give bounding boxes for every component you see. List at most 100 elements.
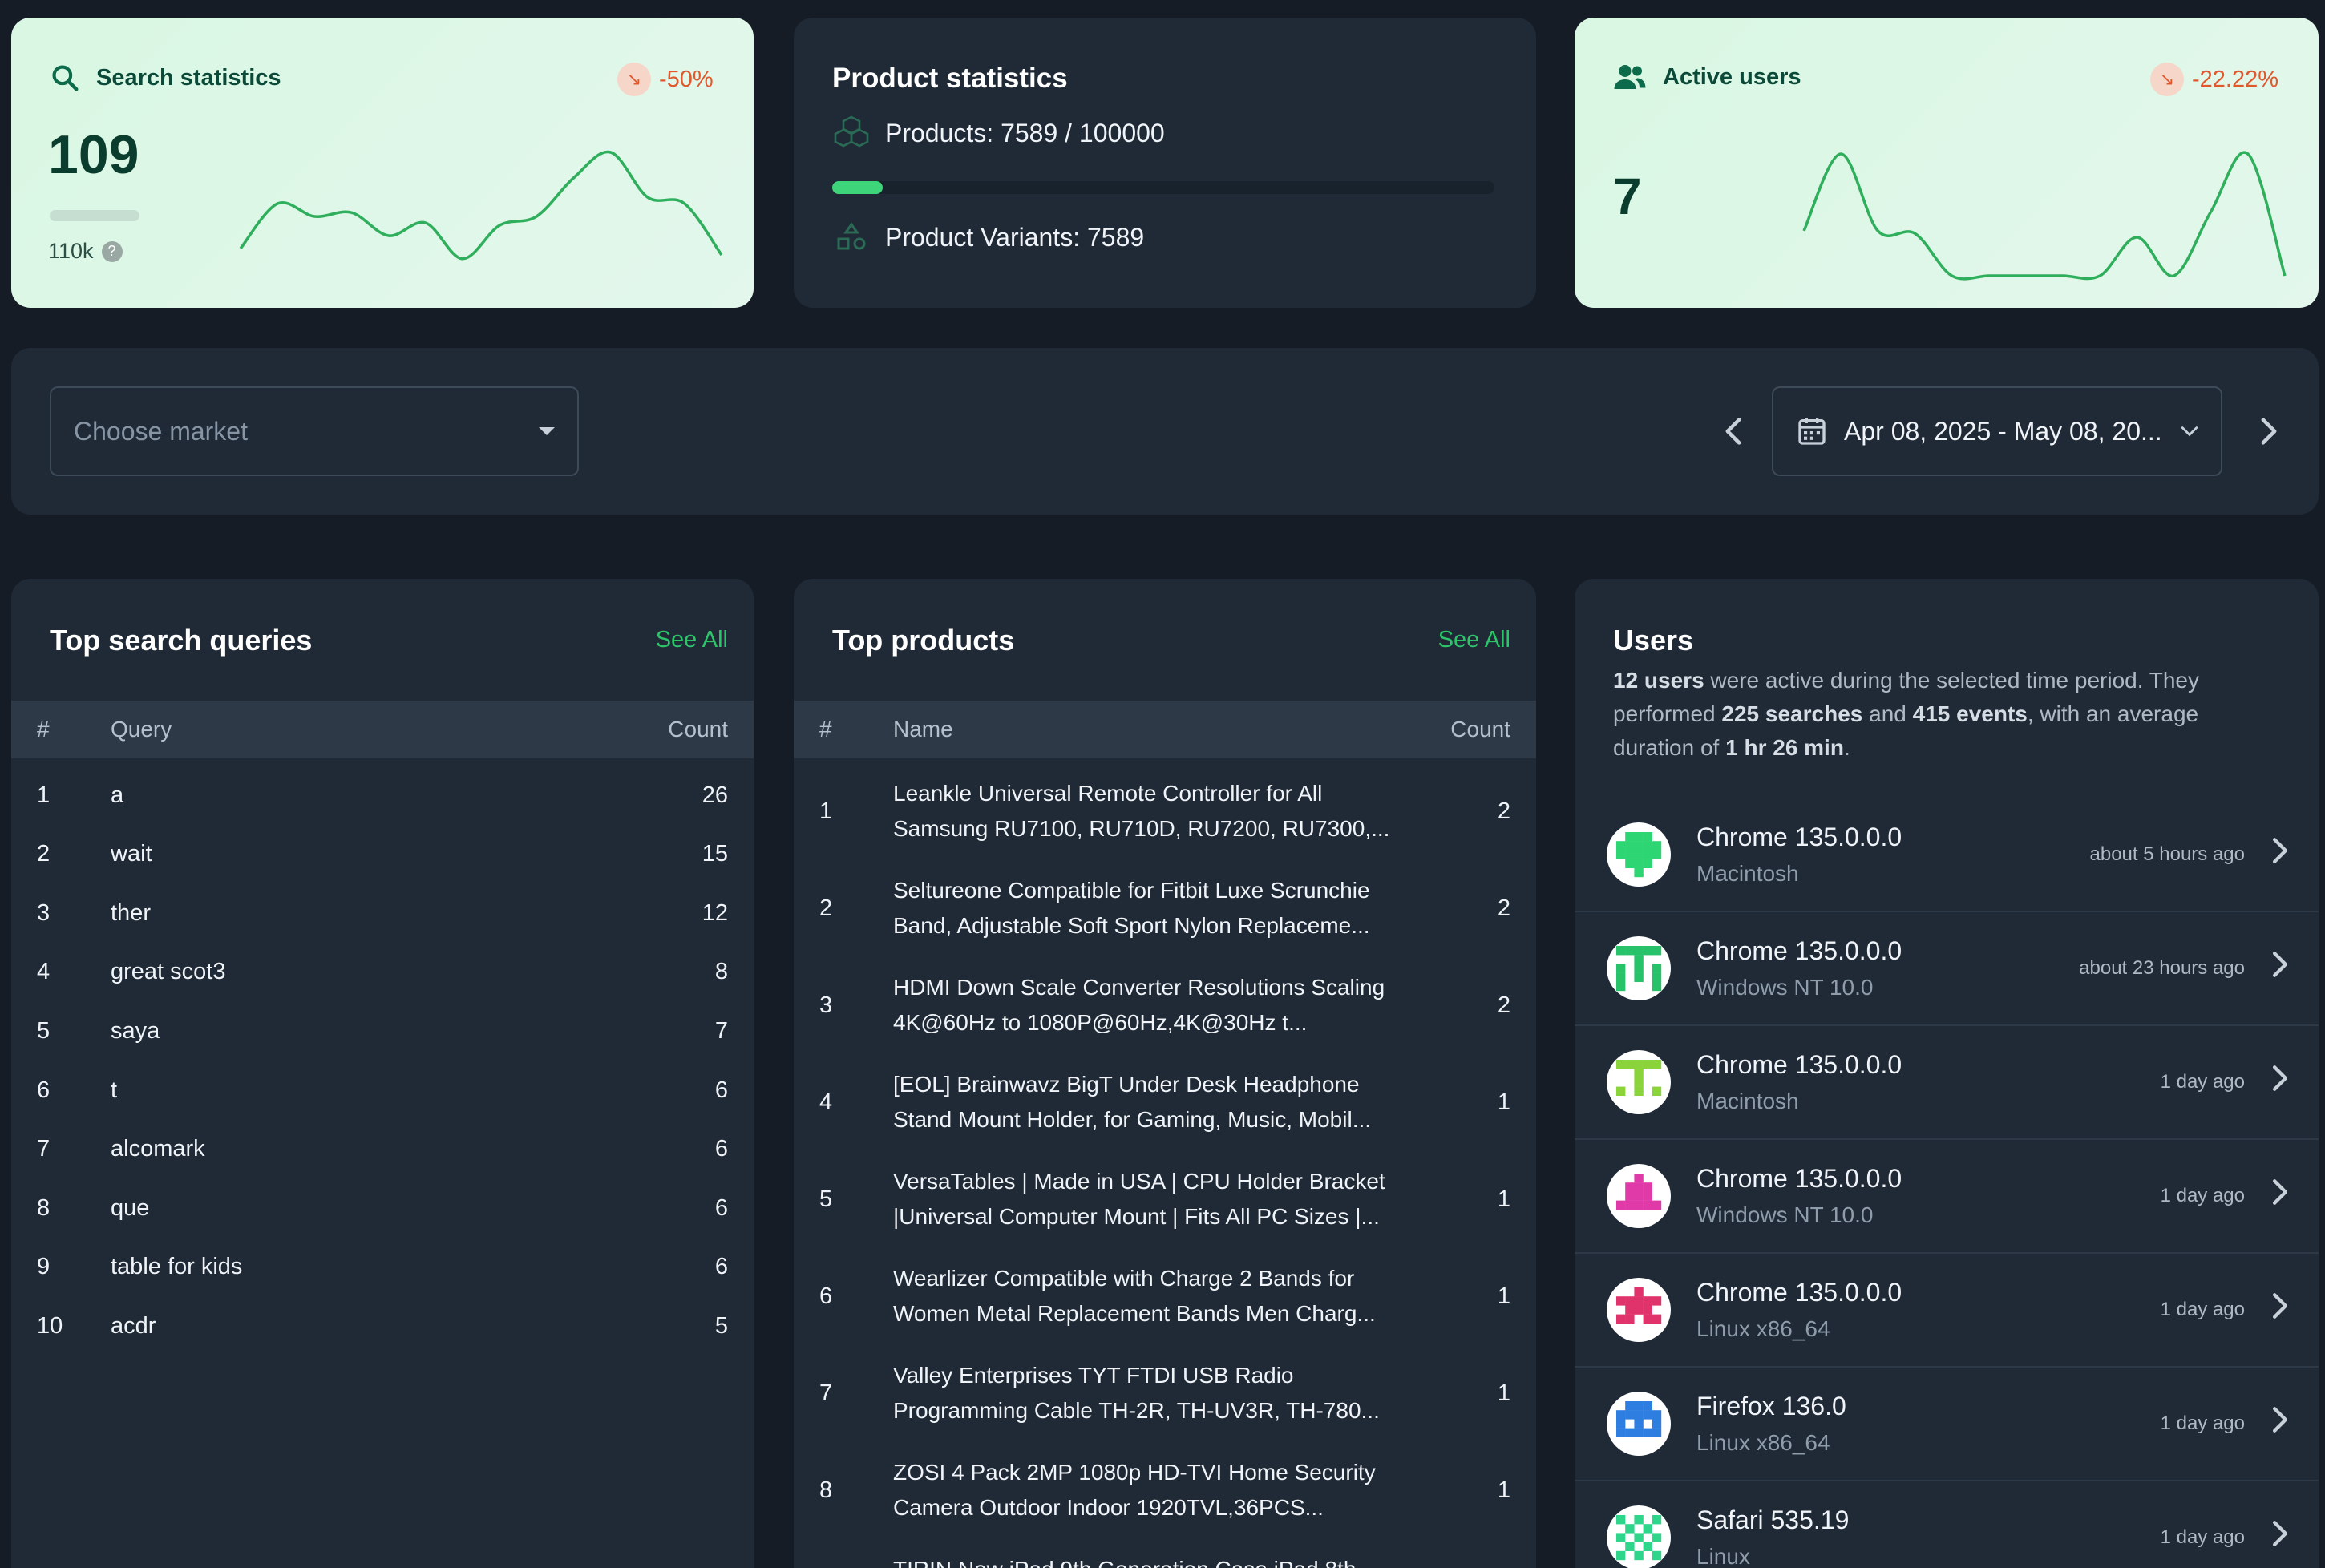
col-header-num: # — [37, 717, 50, 742]
row-rank: 4 — [37, 959, 51, 985]
user-row[interactable]: Firefox 136.0 Linux x86_64 1 day ago — [1575, 1368, 2319, 1481]
row-count: 5 — [714, 1312, 728, 1339]
user-row[interactable]: Chrome 135.0.0.0 Windows NT 10.0 1 day ago — [1575, 1140, 2319, 1254]
help-icon[interactable]: ? — [101, 240, 123, 262]
user-row[interactable]: Chrome 135.0.0.0 Linux x86_64 1 day ago — [1575, 1254, 2319, 1368]
row-rank: 8 — [819, 1477, 833, 1503]
avatar — [1607, 822, 1671, 887]
avatar — [1607, 1505, 1671, 1568]
user-os: Linux — [1696, 1544, 1750, 1568]
table-row[interactable]: 5 saya 7 — [11, 1013, 754, 1049]
avatar — [1607, 1278, 1671, 1342]
row-count: 2 — [1497, 798, 1510, 824]
table-row[interactable]: 3 HDMI Down Scale Converter Resolutions S… — [794, 965, 1536, 1045]
identicon-icon — [1616, 1060, 1662, 1096]
table-row[interactable]: 5 VersaTables | Made in USA | CPU Holder … — [794, 1159, 1536, 1239]
user-browser: Chrome 135.0.0.0 — [1696, 936, 1902, 965]
row-count: 1 — [1497, 1089, 1510, 1115]
search-mini-bar — [50, 210, 140, 221]
table-row[interactable]: 10 acdr 5 — [11, 1308, 754, 1344]
row-count: 6 — [714, 1194, 728, 1221]
table-row[interactable]: 7 Valley Enterprises TYT FTDI USB Radio P… — [794, 1353, 1536, 1433]
user-last-seen: 1 day ago — [2160, 1299, 2245, 1320]
table-row[interactable]: 2 Seltureone Compatible for Fitbit Luxe S… — [794, 868, 1536, 948]
user-os: Linux x86_64 — [1696, 1430, 1830, 1455]
row-rank: 7 — [37, 1136, 51, 1162]
table-row[interactable]: 4 great scot3 8 — [11, 955, 754, 990]
users-summary-text: were active during the selected time per… — [1613, 668, 2200, 726]
user-os: Macintosh — [1696, 861, 1799, 886]
table-row[interactable]: 3 ther 12 — [11, 895, 754, 931]
table-row[interactable]: 4 [EOL] Brainwavz BigT Under Desk Headpho… — [794, 1062, 1536, 1142]
table-row[interactable]: 6 Wearlizer Compatible with Charge 2 Band… — [794, 1256, 1536, 1336]
search-subtotal-value: 110k — [48, 239, 94, 263]
row-rank: 8 — [37, 1194, 51, 1221]
user-row[interactable]: Chrome 135.0.0.0 Macintosh about 5 hours a… — [1575, 798, 2319, 912]
caret-down-icon — [539, 427, 555, 435]
search-icon — [52, 65, 79, 91]
row-rank: 3 — [37, 899, 51, 926]
users-summary-text: , with an average duration of — [1613, 701, 2199, 760]
row-product-name: [EOL] Brainwavz BigT Under Desk Headphon… — [893, 1072, 1372, 1132]
row-product-name: Leankle Universal Remote Controller for … — [893, 781, 1390, 841]
prev-period-button[interactable] — [1711, 409, 1756, 454]
products-table-header: # Name Count — [794, 701, 1536, 758]
top-products-see-all-link[interactable]: See All — [1437, 627, 1510, 653]
row-rank: 2 — [819, 895, 833, 921]
user-row[interactable]: Chrome 135.0.0.0 Macintosh 1 day ago — [1575, 1026, 2319, 1140]
identicon-icon — [1616, 832, 1662, 878]
products-progress-bar — [832, 181, 1494, 194]
table-row[interactable]: 2 wait 15 — [11, 837, 754, 872]
user-row[interactable]: Chrome 135.0.0.0 Windows NT 10.0 about 23 … — [1575, 912, 2319, 1026]
table-row[interactable]: 1 Leankle Universal Remote Controller for… — [794, 771, 1536, 851]
user-last-seen: about 5 hours ago — [2089, 843, 2246, 865]
users-icon — [1614, 65, 1646, 89]
row-rank: 10 — [37, 1312, 63, 1339]
row-rank: 6 — [37, 1077, 51, 1103]
row-count: 6 — [714, 1136, 728, 1162]
user-browser: Safari 535.19 — [1696, 1505, 1850, 1534]
searches-count-text: 225 searches — [1721, 701, 1863, 726]
table-row[interactable]: 9TIRIN New iPad 9th Generation Case,iPad… — [794, 1547, 1536, 1568]
row-query: a — [111, 782, 124, 808]
market-select-placeholder: Choose market — [74, 416, 248, 446]
user-browser: Chrome 135.0.0.0 — [1696, 1050, 1902, 1079]
top-queries-see-all-link[interactable]: See All — [655, 627, 728, 653]
user-row[interactable]: Safari 535.19 Linux 1 day ago — [1575, 1481, 2319, 1568]
search-trend-value: -50% — [659, 66, 714, 92]
row-query: wait — [111, 841, 152, 867]
user-browser: Chrome 135.0.0.0 — [1696, 822, 1902, 851]
table-row[interactable]: 8 que 6 — [11, 1190, 754, 1226]
search-sparkline — [239, 150, 723, 261]
chevron-right-icon[interactable] — [2270, 948, 2290, 988]
table-row[interactable]: 7 alcomark 6 — [11, 1132, 754, 1167]
next-period-button[interactable] — [2246, 409, 2291, 454]
row-product-name: Seltureone Compatible for Fitbit Luxe Sc… — [893, 878, 1370, 938]
chevron-right-icon[interactable] — [2270, 1061, 2290, 1101]
variants-row: Product Variants: 7589 — [832, 218, 1144, 257]
user-os: Windows NT 10.0 — [1696, 1202, 1874, 1227]
market-select[interactable]: Choose market — [50, 386, 579, 476]
search-subtotal: 110k ? — [48, 239, 123, 264]
chevron-right-icon[interactable] — [2270, 834, 2290, 874]
chevron-right-icon[interactable] — [2270, 1403, 2290, 1443]
table-row[interactable]: 6 t 6 — [11, 1073, 754, 1108]
table-row[interactable]: 9 table for kids 6 — [11, 1250, 754, 1285]
identicon-icon — [1616, 1287, 1662, 1324]
user-os: Windows NT 10.0 — [1696, 975, 1874, 1000]
active-users-count: 7 — [1613, 168, 1642, 225]
trend-down-icon: ↘ — [617, 63, 651, 96]
row-query: alcomark — [111, 1136, 205, 1162]
chevron-left-icon — [1725, 418, 1741, 445]
shapes-icon — [837, 222, 866, 250]
products-row: Products: 7589 / 100000 — [832, 114, 1165, 152]
chevron-right-icon[interactable] — [2270, 1289, 2290, 1329]
search-count: 109 — [48, 124, 140, 185]
table-row[interactable]: 1 a 26 — [11, 778, 754, 813]
avatar — [1607, 1392, 1671, 1456]
avatar — [1607, 1164, 1671, 1228]
chevron-right-icon[interactable] — [2270, 1175, 2290, 1215]
table-row[interactable]: 8 ZOSI 4 Pack 2MP 1080p HD-TVI Home Secur… — [794, 1450, 1536, 1530]
chevron-right-icon[interactable] — [2270, 1517, 2290, 1557]
date-range-picker[interactable]: Apr 08, 2025 - May 08, 20... — [1772, 386, 2222, 476]
